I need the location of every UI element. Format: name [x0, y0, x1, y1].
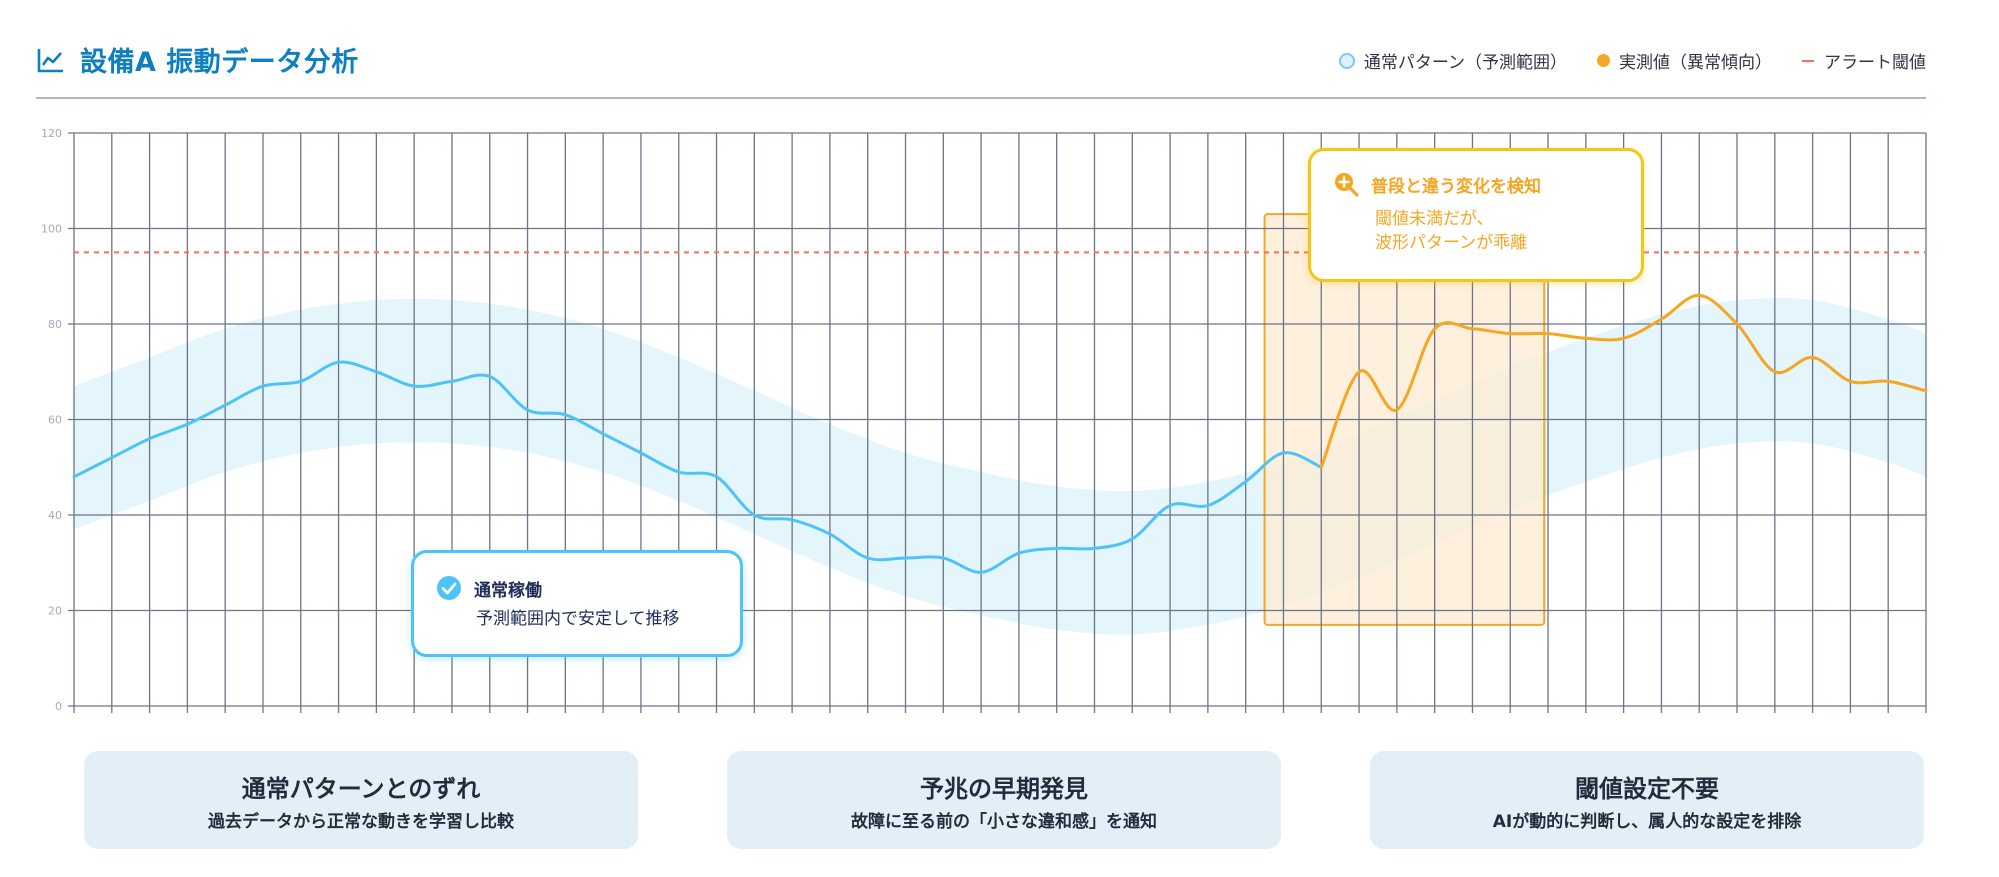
- title-group: 設備A 振動データ分析: [36, 40, 359, 79]
- legend-item-alert: アラート閾値: [1802, 48, 1926, 73]
- callout-normal-header: 通常稼働: [436, 575, 542, 601]
- vibration-chart: 0 20 40 60 80 100 120: [41, 127, 1928, 713]
- chart-legend: 通常パターン（予測範囲） 実測値（異常傾向） アラート閾値: [1309, 48, 1926, 73]
- page-title: 設備A 振動データ分析: [80, 47, 359, 78]
- legend-label-normal: 通常パターン（予測範囲）: [1363, 53, 1567, 73]
- legend-marker-normal: [1338, 52, 1355, 69]
- y-tick-label: 100: [41, 223, 62, 236]
- callout-anomaly-detected: 普段と違う変化を検知 閾値未満だが、 波形パターンが乖離: [1308, 148, 1644, 282]
- feature-card-subtitle: 故障に至る前の「小さな違和感」を通知: [851, 812, 1157, 832]
- y-tick-label: 20: [48, 605, 62, 618]
- feature-card-subtitle: AIが動的に判断し、属人的な設定を排除: [1492, 812, 1802, 832]
- legend-marker-alert: [1802, 59, 1814, 62]
- callout-normal-operation: 通常稼働 予測範囲内で安定して推移: [411, 550, 743, 657]
- feature-card-deviation: 通常パターンとのずれ 過去データから正常な動きを学習し比較: [84, 751, 638, 849]
- feature-card-title: 閾値設定不要: [1575, 775, 1719, 803]
- legend-label-actual: 実測値（異常傾向）: [1619, 53, 1772, 73]
- callout-normal-body: 予測範囲内で安定して推移: [476, 609, 680, 629]
- callout-anomaly-title: 普段と違う変化を検知: [1371, 176, 1541, 197]
- feature-card-no-threshold: 閾値設定不要 AIが動的に判断し、属人的な設定を排除: [1370, 751, 1924, 849]
- actual-series-anomaly: [1319, 293, 1928, 469]
- legend-marker-actual: [1597, 54, 1610, 67]
- legend-label-alert: アラート閾値: [1824, 53, 1926, 73]
- y-tick-label: 120: [41, 127, 62, 140]
- callout-anomaly-line2: 波形パターンが乖離: [1375, 233, 1528, 253]
- zoom-in-icon: [1335, 173, 1359, 197]
- y-tick-label: 40: [48, 509, 62, 522]
- legend-item-normal: 通常パターン（予測範囲）: [1338, 48, 1567, 73]
- y-tick-label: 0: [55, 700, 62, 713]
- callout-anomaly-header: 普段と違う変化を検知: [1333, 171, 1541, 197]
- feature-card-early-detection: 予兆の早期発見 故障に至る前の「小さな違和感」を通知: [727, 751, 1281, 849]
- check-circle-icon: [437, 576, 461, 600]
- callout-anomaly-body: 閾値未満だが、 波形パターンが乖離: [1375, 207, 1527, 255]
- feature-card-subtitle: 過去データから正常な動きを学習し比較: [208, 812, 514, 832]
- y-tick-label: 80: [48, 318, 62, 331]
- prediction-band: [74, 297, 1926, 635]
- feature-card-title: 通常パターンとのずれ: [241, 775, 481, 803]
- legend-item-actual: 実測値（異常傾向）: [1597, 48, 1772, 73]
- callout-anomaly-line1: 閾値未満だが、: [1375, 209, 1494, 229]
- header-divider: [36, 97, 1926, 99]
- callout-normal-title: 通常稼働: [474, 580, 542, 601]
- chart-header: 設備A 振動データ分析 通常パターン（予測範囲） 実測値（異常傾向） アラート閾…: [36, 40, 1926, 100]
- feature-card-title: 予兆の早期発見: [920, 775, 1088, 803]
- actual-series-normal: [72, 360, 1323, 574]
- line-chart-icon: [37, 48, 63, 72]
- y-tick-label: 60: [48, 414, 62, 427]
